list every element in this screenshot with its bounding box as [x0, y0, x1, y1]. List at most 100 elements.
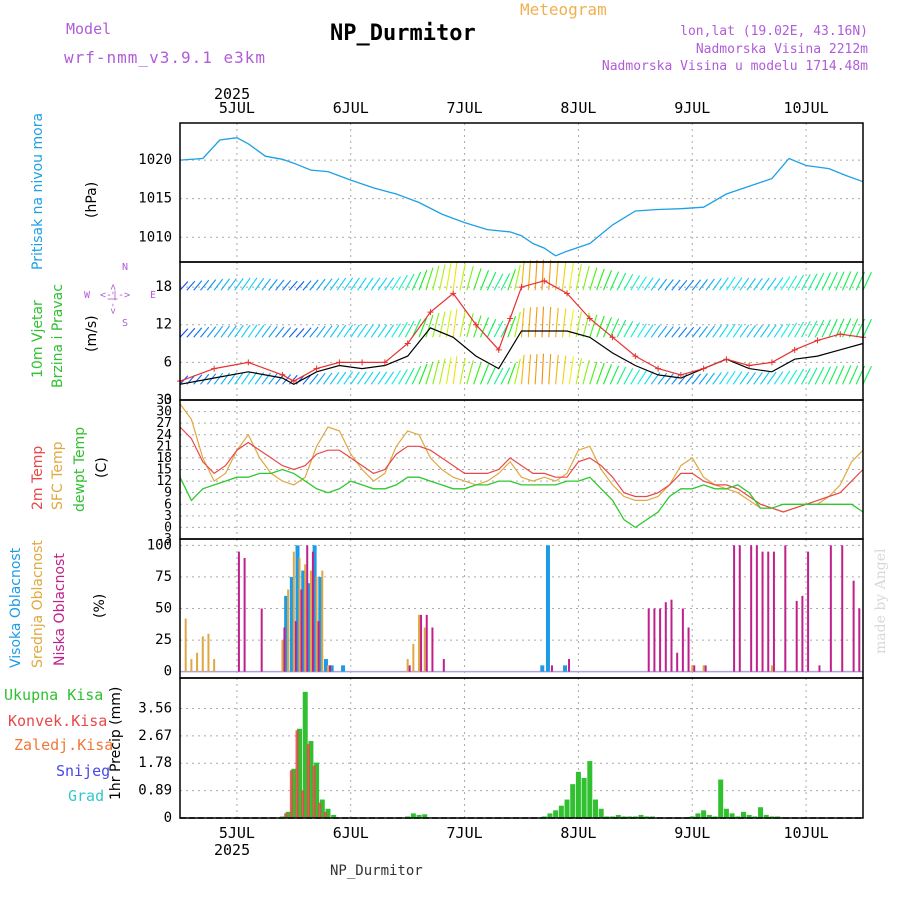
- wind-arrow: [507, 363, 517, 385]
- wind-arrow: [193, 280, 203, 291]
- pressure-line: [179, 137, 864, 257]
- precip-total-bar: [763, 814, 769, 818]
- wind-arrow: [650, 325, 661, 338]
- y-tick-label: 9: [164, 486, 172, 501]
- wind-arrow: [739, 324, 750, 338]
- wind-arrow: [753, 372, 763, 385]
- wind-arrow: [418, 316, 428, 338]
- wind-arrow: [384, 371, 395, 385]
- compass-south-label: S: [122, 318, 129, 329]
- wind-arrow: [459, 264, 466, 291]
- wind-arrow: [425, 267, 434, 291]
- precip-total-bar: [592, 799, 598, 818]
- precip-total-bar: [575, 771, 581, 818]
- y-tick-label: 50: [155, 601, 172, 617]
- wind-arrow: [425, 314, 434, 338]
- wind-gust-marker: [564, 290, 571, 297]
- wind-arrow: [835, 318, 845, 338]
- wind-arrow: [193, 374, 203, 385]
- y-tick-label: 6: [164, 354, 172, 370]
- wind-arrow: [821, 366, 832, 385]
- y-tick-label: -3: [156, 532, 172, 547]
- precip-total-bar: [621, 816, 627, 818]
- wind-arrow: [664, 326, 674, 338]
- wind-arrow: [828, 365, 838, 385]
- wind-arrow: [234, 277, 244, 291]
- wind-arrow: [282, 374, 292, 385]
- wind-arrow: [541, 306, 545, 338]
- wind-arrow: [575, 358, 582, 385]
- wind-gust-marker: [814, 337, 821, 344]
- wind-arrow: [746, 277, 756, 291]
- wind-arrow: [760, 371, 770, 385]
- cloud-bar: [563, 665, 568, 672]
- model-name: wrf-nmm_v3.9.1 e3km: [64, 48, 267, 67]
- wind-arrow: [794, 321, 804, 338]
- wind-arrow: [343, 277, 354, 291]
- wind-arrow: [664, 279, 674, 291]
- cloud-bar: [767, 551, 770, 672]
- wind-arrow: [459, 358, 466, 385]
- wind-arrow: [862, 365, 872, 385]
- wind-arrow: [391, 323, 401, 338]
- wind-arrow: [432, 312, 440, 338]
- cloud-bar: [315, 576, 318, 672]
- wind-gust-marker: [279, 371, 286, 378]
- cloud-bar: [687, 627, 690, 672]
- wind-arrow: [657, 372, 668, 385]
- cloud-bar: [321, 570, 324, 672]
- wind-arrow: [568, 262, 574, 291]
- wind-arrow: [316, 278, 326, 291]
- wind-arrow: [637, 323, 647, 338]
- precip-total-bar: [291, 768, 297, 818]
- wind-arrow: [322, 372, 333, 385]
- cloud-bar: [341, 665, 346, 672]
- precip-total-bar: [615, 814, 621, 818]
- cloud-bar: [304, 564, 307, 672]
- wind-arrow: [678, 326, 688, 338]
- wind-arrow: [691, 326, 702, 338]
- cloud-bar: [733, 545, 736, 672]
- cloud-bar: [664, 602, 667, 672]
- wind-arrow: [309, 326, 319, 338]
- wind-arrow: [794, 368, 804, 385]
- cloud-bar: [653, 608, 656, 672]
- precip-total-bar: [695, 813, 701, 818]
- cloud-bar: [326, 665, 329, 672]
- precip-total-bar: [604, 816, 610, 818]
- wind-arrow: [807, 367, 818, 385]
- panel-frame-precip: [179, 677, 864, 819]
- wind-arrow: [835, 365, 845, 385]
- wind-arrow: [787, 275, 798, 291]
- y-tick-label: 12: [155, 317, 172, 333]
- wind-gust-marker: [290, 378, 297, 385]
- wind-arrow: [220, 372, 230, 385]
- cloud-bar: [418, 614, 421, 672]
- wind-arrow: [411, 271, 422, 291]
- compass-north-label: N: [122, 262, 129, 273]
- wind-arrow: [268, 279, 278, 291]
- wind-arrow: [480, 364, 490, 385]
- wind-arrow: [363, 277, 374, 291]
- precip-total-bar: [706, 814, 712, 818]
- cloud-bar: [550, 665, 553, 672]
- cloud-bar: [818, 665, 821, 672]
- wind-arrow: [732, 277, 743, 291]
- wind-arrow: [582, 359, 590, 385]
- wind-gust-marker: [791, 346, 798, 353]
- cloud-bar: [858, 608, 861, 672]
- wind-arrow: [760, 277, 770, 291]
- t2m-line: [179, 426, 864, 513]
- cloud-bar: [423, 627, 426, 672]
- wind-arrow: [329, 325, 340, 338]
- cloud-bar: [795, 600, 798, 672]
- wind-arrow: [712, 277, 722, 291]
- wind-gust-marker: [404, 340, 411, 347]
- wind-arrow: [746, 325, 756, 338]
- cloud-bar: [190, 659, 193, 672]
- wind-arrow: [609, 271, 620, 291]
- precip-total-bar: [308, 741, 314, 818]
- wind-arrow: [862, 318, 872, 338]
- cloud-bar: [770, 665, 773, 672]
- precip-total-bar: [319, 799, 325, 818]
